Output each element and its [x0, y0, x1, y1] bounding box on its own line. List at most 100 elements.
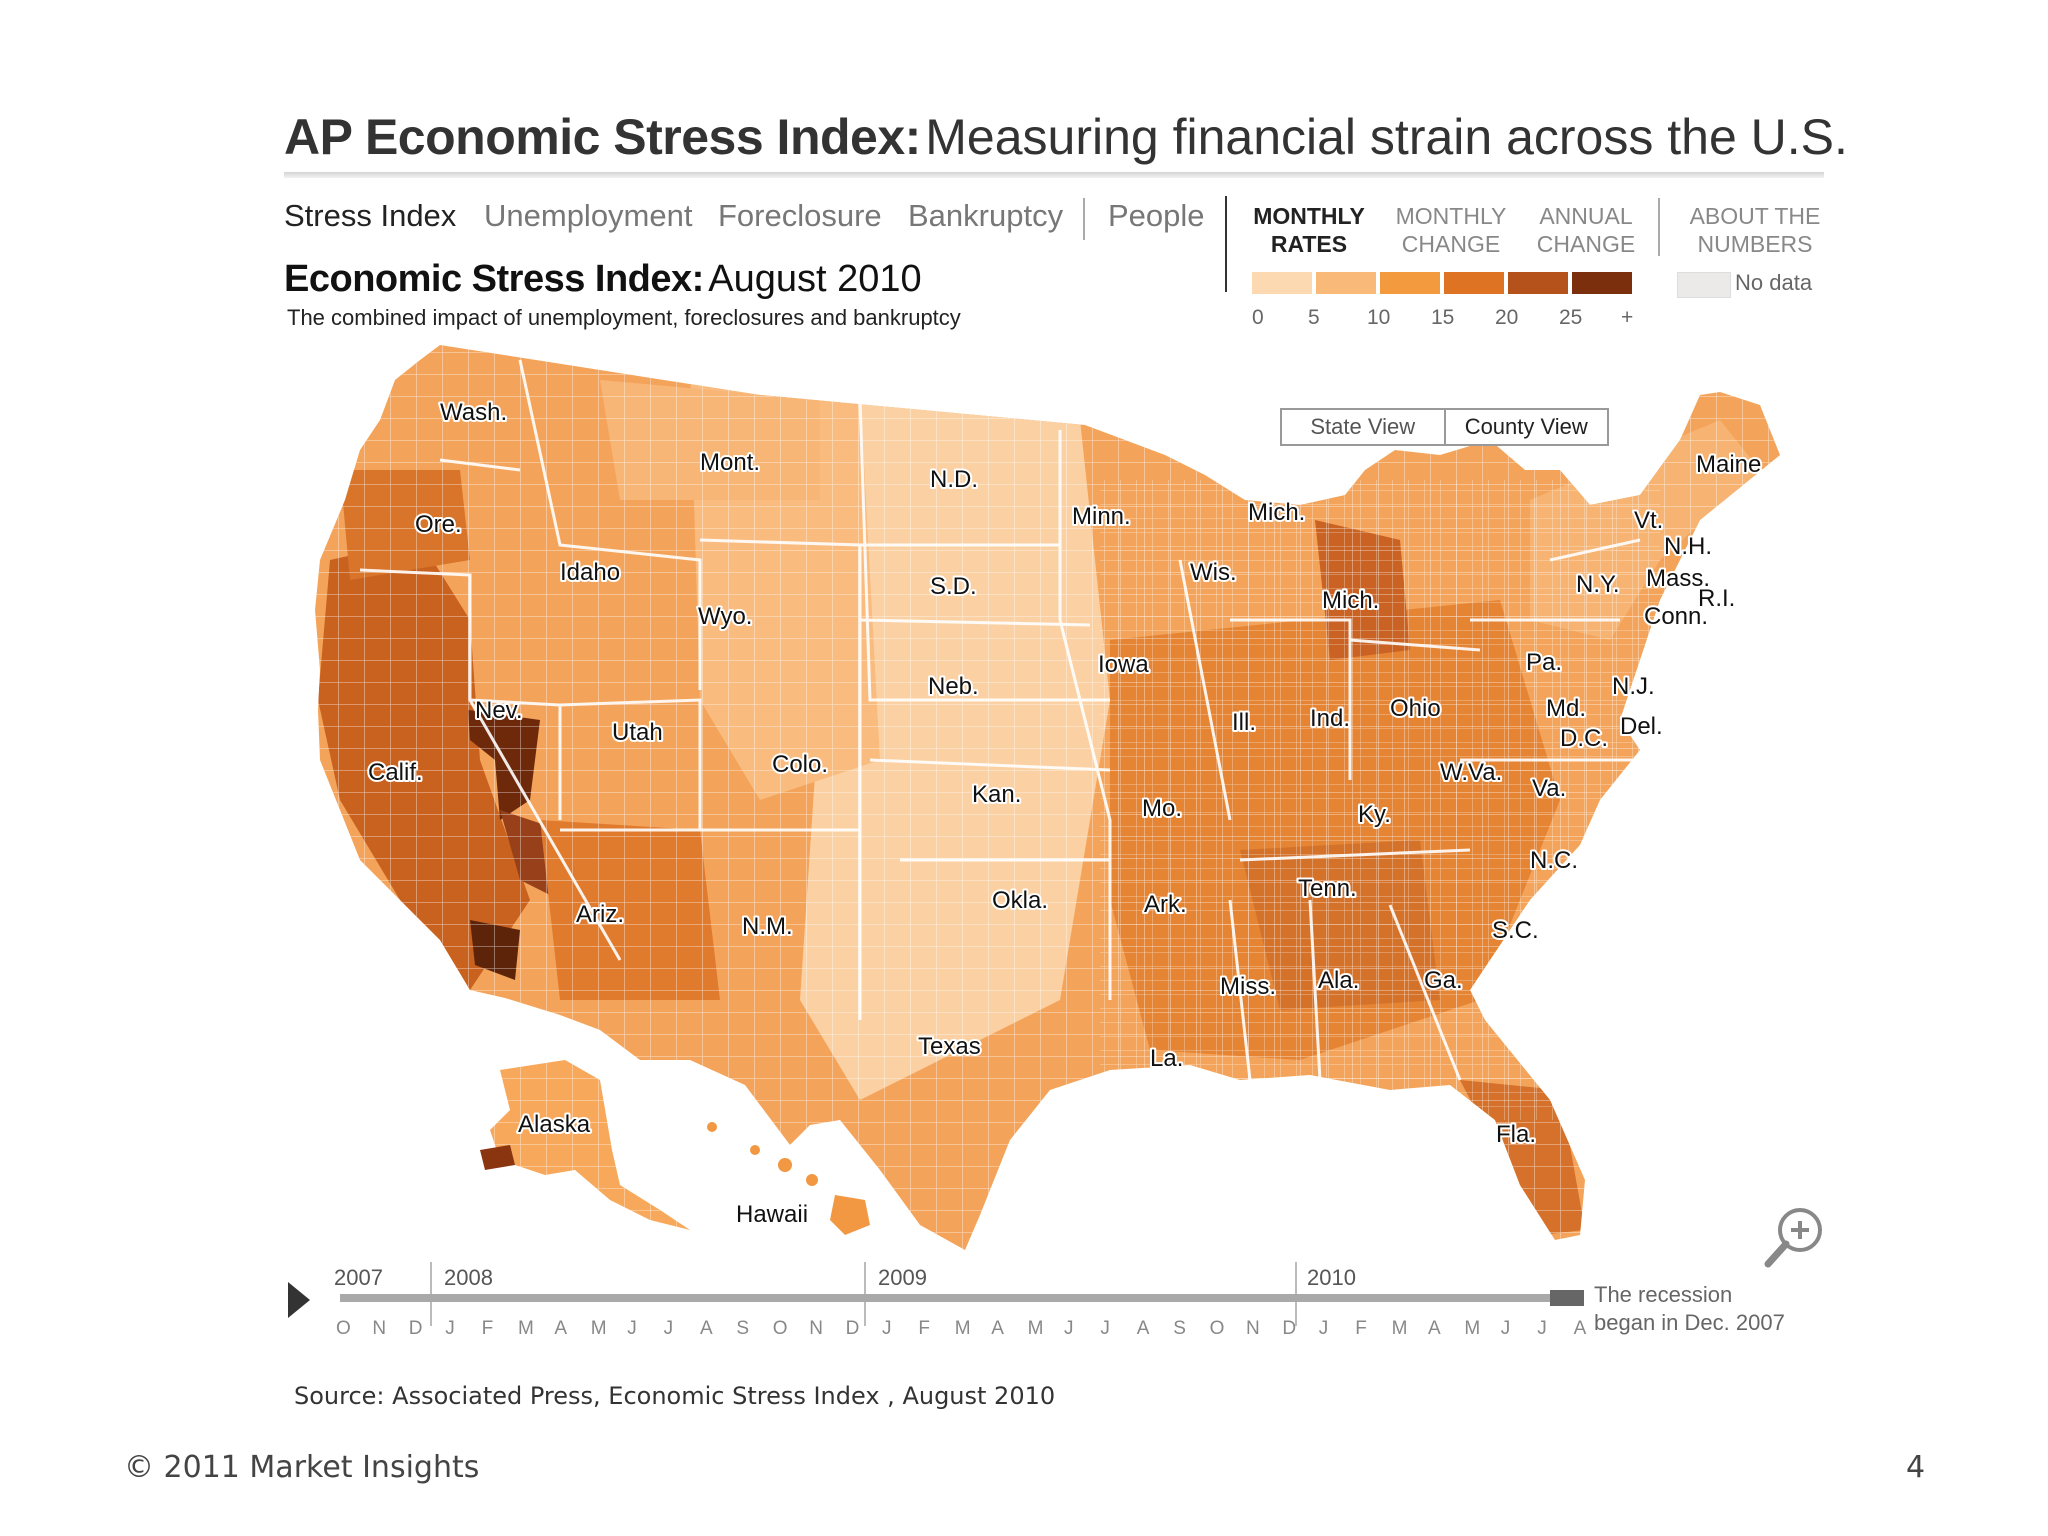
timeline-month[interactable]: M	[954, 1318, 971, 1339]
timeline-month[interactable]: O	[1209, 1318, 1225, 1339]
timeline-month[interactable]: D	[1282, 1318, 1297, 1339]
state-label: Wyo.	[698, 603, 752, 630]
legend-swatch	[1444, 272, 1504, 294]
mode-label-line: MONTHLY	[1395, 203, 1507, 229]
about-label-line: NUMBERS	[1697, 231, 1813, 257]
timeline-month[interactable]: F	[1355, 1318, 1367, 1339]
timeline-month[interactable]: J	[1100, 1318, 1110, 1339]
title-rest: Measuring financial strain across the U.…	[925, 109, 1848, 165]
state-label: D.C.	[1560, 725, 1608, 752]
timeline-month[interactable]: N	[372, 1318, 387, 1339]
timeline-month[interactable]: S	[1173, 1318, 1186, 1339]
state-label: W.Va.	[1440, 759, 1502, 786]
play-icon[interactable]	[288, 1282, 310, 1318]
state-label: Pa.	[1526, 649, 1562, 676]
map-title: Economic Stress Index: August 2010	[284, 258, 922, 301]
state-label: Fla.	[1496, 1121, 1536, 1148]
tab-stress-index[interactable]: Stress Index	[284, 198, 457, 233]
timeline-month[interactable]: N	[809, 1318, 823, 1339]
title-rule	[284, 172, 1824, 178]
state-label: Mass.	[1646, 565, 1710, 592]
state-label: Idaho	[560, 559, 620, 586]
timeline-month[interactable]: A	[700, 1318, 713, 1339]
legend-tick: +	[1621, 306, 1634, 329]
state-label: N.D.	[930, 466, 978, 493]
zoom-in-icon[interactable]	[1764, 1208, 1822, 1268]
legend-swatch	[1252, 272, 1312, 294]
timeline-month[interactable]: D	[408, 1318, 423, 1339]
timeline-month[interactable]: J	[1064, 1318, 1074, 1339]
timeline-month[interactable]: O	[772, 1318, 788, 1339]
mode-monthly-change[interactable]: MONTHLY CHANGE	[1386, 202, 1516, 258]
state-labels: Wash. Ore. Calif. Nev. Idaho Mont. Wyo. Utah Ari…	[366, 397, 1763, 1230]
recession-note-line2: began in Dec. 2007	[1594, 1310, 1785, 1335]
timeline-month[interactable]: S	[736, 1318, 750, 1339]
map-title-bold: Economic Stress Index:	[284, 258, 704, 300]
timeline-month[interactable]: M	[518, 1318, 534, 1339]
mode-monthly-rates[interactable]: MONTHLY RATES	[1244, 202, 1374, 258]
state-label: N.H.	[1664, 533, 1712, 560]
timeline-month[interactable]: J	[882, 1318, 892, 1339]
timeline-month[interactable]: M	[590, 1318, 607, 1339]
legend-tick: 10	[1367, 306, 1391, 329]
modes-divider	[1225, 196, 1227, 292]
state-label: Ill.	[1232, 709, 1256, 736]
about-the-numbers-link[interactable]: ABOUT THE NUMBERS	[1680, 202, 1830, 258]
timeline-month[interactable]: A	[1136, 1318, 1150, 1339]
timeline-month[interactable]: J	[627, 1318, 637, 1339]
timeline-month[interactable]: A	[1428, 1318, 1441, 1339]
state-label: Hawaii	[736, 1201, 808, 1228]
state-label: S.D.	[930, 573, 977, 600]
state-view-button[interactable]: State View	[1310, 414, 1416, 439]
tab-foreclosure[interactable]: Foreclosure	[718, 198, 882, 233]
timeline-month[interactable]: M	[1027, 1318, 1044, 1339]
state-label: Iowa	[1098, 651, 1149, 678]
state-borders	[359, 359, 1641, 1081]
state-label: Colo.	[772, 751, 828, 778]
mode-label-line: MONTHLY	[1253, 203, 1365, 229]
state-label: Mont.	[700, 449, 760, 476]
tab-bankruptcy[interactable]: Bankruptcy	[908, 198, 1064, 233]
timeline-month[interactable]: A	[554, 1318, 568, 1339]
mode-label-line: CHANGE	[1536, 231, 1636, 257]
timeline-month[interactable]: D	[845, 1318, 860, 1339]
timeline-month[interactable]: J	[1318, 1318, 1329, 1339]
timeline-month[interactable]: J	[663, 1318, 674, 1339]
legend-tick: 15	[1431, 306, 1455, 329]
legend-swatch	[1316, 272, 1376, 294]
timeline-year: 2008	[444, 1265, 493, 1290]
timeline-slider-track[interactable]	[340, 1294, 1584, 1302]
state-label: Nev.	[475, 697, 523, 724]
hawaii-shape	[707, 1122, 870, 1235]
timeline-slider-handle[interactable]	[1550, 1290, 1584, 1306]
state-label: N.M.	[742, 913, 793, 940]
timeline-month[interactable]: N	[1246, 1318, 1260, 1339]
timeline-month[interactable]: J	[445, 1318, 455, 1339]
timeline-month[interactable]: M	[1464, 1318, 1481, 1339]
timeline-month[interactable]: M	[1391, 1318, 1408, 1339]
timeline-month[interactable]: J	[1500, 1318, 1511, 1339]
state-label: Del.	[1620, 713, 1663, 740]
state-label: Neb.	[928, 673, 979, 700]
state-label: N.Y.	[1576, 571, 1620, 598]
timeline-month[interactable]: F	[918, 1318, 930, 1339]
timeline-month[interactable]: A	[991, 1318, 1004, 1339]
tab-unemployment[interactable]: Unemployment	[484, 198, 693, 233]
state-label: Ala.	[1318, 967, 1359, 994]
legend-swatch	[1508, 272, 1568, 294]
timeline-month[interactable]: O	[336, 1318, 351, 1339]
mode-label-line: ANNUAL	[1539, 203, 1633, 229]
county-view-button[interactable]: County View	[1443, 410, 1608, 444]
legend-tick: 5	[1308, 306, 1320, 329]
timeline-month[interactable]: J	[1537, 1318, 1547, 1339]
tab-people[interactable]: People	[1108, 198, 1205, 233]
state-label: La.	[1150, 1045, 1183, 1072]
timeline-month[interactable]: A	[1573, 1318, 1587, 1339]
state-label: Alaska	[518, 1111, 591, 1138]
timeline-month[interactable]: F	[481, 1318, 494, 1339]
state-label: Okla.	[992, 887, 1048, 914]
mode-annual-change[interactable]: ANNUAL CHANGE	[1521, 202, 1651, 258]
state-label: N.C.	[1530, 847, 1578, 874]
